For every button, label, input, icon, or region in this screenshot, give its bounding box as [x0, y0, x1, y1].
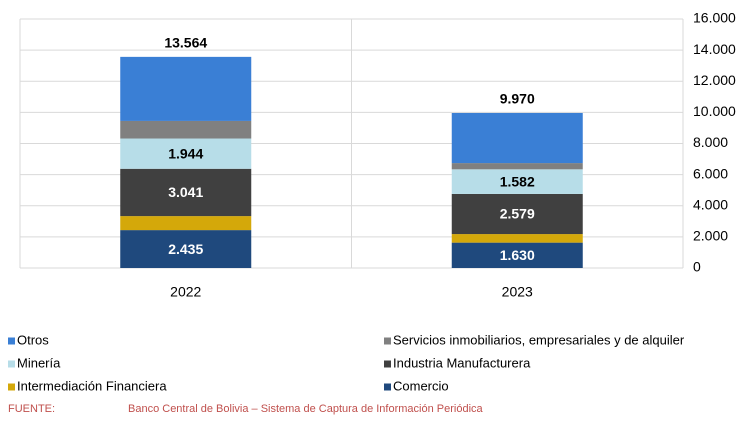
- source-label: FUENTE:: [8, 403, 55, 415]
- bar-segment: [451, 242, 583, 268]
- legend-label: Intermediación Financiera: [17, 378, 167, 393]
- bar-segment: [120, 216, 252, 231]
- total-label: 9.970: [500, 91, 535, 107]
- x-tick-label: 2022: [170, 284, 201, 300]
- x-tick-label: 2023: [502, 284, 533, 300]
- bar-segment: [451, 163, 583, 170]
- legend-swatch: [384, 337, 391, 345]
- bar-segment: [451, 234, 583, 243]
- legend-swatch: [8, 337, 15, 345]
- data-label: 2.579: [500, 206, 535, 222]
- y-tick-label: 0: [693, 259, 701, 275]
- data-label: 1.630: [500, 247, 535, 263]
- total-label: 13.564: [164, 35, 207, 51]
- data-label: 1.944: [168, 145, 203, 161]
- y-tick-label: 4.000: [693, 196, 728, 212]
- y-tick-label: 10.000: [693, 103, 736, 119]
- bar-segment: [451, 112, 583, 164]
- y-tick-label: 6.000: [693, 165, 728, 181]
- y-tick-label: 16.000: [693, 10, 736, 26]
- y-tick-label: 12.000: [693, 72, 736, 88]
- bar-segment: [120, 56, 252, 121]
- data-label: 1.582: [500, 173, 535, 189]
- bar-segment: [120, 138, 252, 169]
- legend-swatch: [384, 383, 391, 391]
- legend-label: Servicios inmobiliarios, empresariales y…: [393, 332, 685, 347]
- legend-swatch: [8, 383, 15, 391]
- bar-segment: [451, 169, 583, 194]
- source: Banco Central de Bolivia – Sistema de Ca…: [128, 403, 484, 415]
- legend-label: Otros: [17, 332, 49, 347]
- data-label: 2.435: [168, 241, 203, 257]
- y-tick-label: 8.000: [693, 134, 728, 150]
- bar-segment: [120, 230, 252, 268]
- y-tick-label: 14.000: [693, 41, 736, 57]
- legend-label: Minería: [17, 355, 61, 370]
- bar-segment: [451, 193, 583, 235]
- legend-label: Comercio: [393, 378, 449, 393]
- bar-segment: [120, 168, 252, 217]
- data-label: 3.041: [168, 184, 203, 200]
- legend-swatch: [8, 360, 15, 368]
- legend-label: Industria Manufacturera: [393, 355, 531, 370]
- legend-swatch: [384, 360, 391, 368]
- bar-segment: [120, 120, 252, 139]
- y-tick-label: 2.000: [693, 228, 728, 244]
